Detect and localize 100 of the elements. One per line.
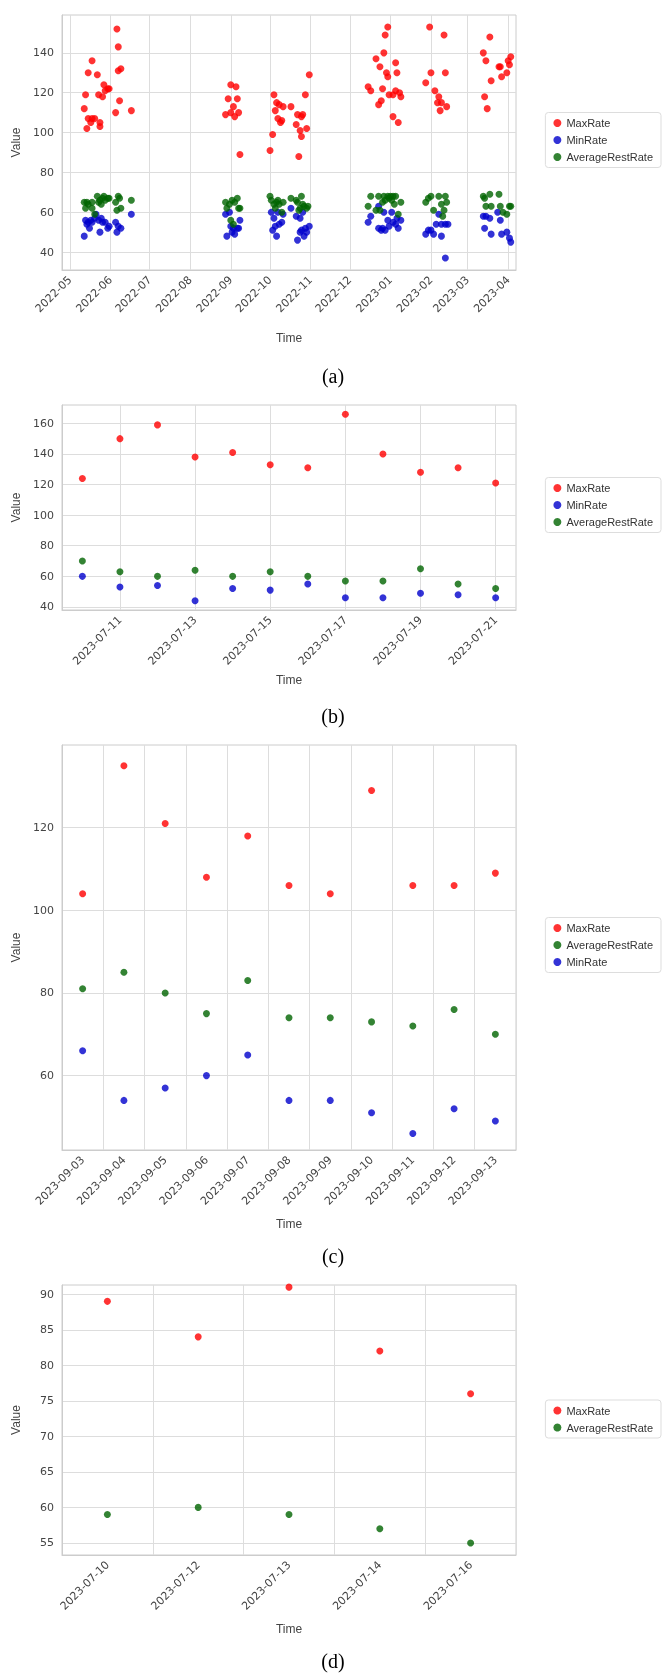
y-tick-label: 40 bbox=[40, 245, 54, 259]
point bbox=[467, 1539, 475, 1547]
y-tick-label: 120 bbox=[33, 86, 54, 100]
point bbox=[285, 1511, 293, 1518]
point bbox=[229, 448, 237, 456]
point bbox=[304, 464, 312, 472]
point bbox=[154, 421, 161, 429]
point bbox=[326, 890, 334, 898]
x-axis-title: Time bbox=[275, 1217, 303, 1231]
point bbox=[341, 594, 349, 602]
point bbox=[266, 586, 274, 594]
point bbox=[467, 1390, 475, 1398]
point bbox=[244, 832, 252, 840]
y-axis-title: Value bbox=[9, 127, 23, 158]
point bbox=[492, 479, 500, 487]
legend-label: MaxRate bbox=[566, 117, 611, 129]
point bbox=[304, 580, 312, 588]
y-tick-label: 80 bbox=[40, 539, 54, 553]
x-axis-title: Time bbox=[275, 1622, 303, 1636]
text: (a) bbox=[321, 365, 345, 388]
legend-label: MinRate bbox=[566, 956, 608, 968]
legend-label: MaxRate bbox=[566, 922, 611, 934]
y-tick-label: 140 bbox=[33, 46, 54, 60]
y-axis-title: Value bbox=[9, 1404, 23, 1435]
point bbox=[194, 1333, 202, 1341]
point bbox=[116, 568, 124, 576]
point bbox=[409, 1129, 417, 1137]
point bbox=[79, 890, 87, 898]
point bbox=[79, 985, 87, 993]
point bbox=[120, 762, 128, 770]
legend-label: AverageRestRate bbox=[566, 939, 653, 951]
y-tick-label: 160 bbox=[33, 416, 54, 430]
y-tick-label: 85 bbox=[40, 1323, 54, 1337]
legend-label: AverageRestRate bbox=[566, 151, 653, 163]
point bbox=[304, 572, 312, 580]
point bbox=[376, 1525, 384, 1533]
y-tick-label: 80 bbox=[40, 986, 54, 1000]
point bbox=[191, 566, 199, 574]
point bbox=[154, 572, 161, 580]
point bbox=[379, 594, 387, 602]
point bbox=[120, 968, 128, 976]
point bbox=[368, 1109, 376, 1117]
point bbox=[194, 1503, 202, 1511]
y-tick-label: 100 bbox=[33, 508, 54, 522]
point bbox=[450, 1005, 458, 1013]
point bbox=[79, 1047, 87, 1055]
point bbox=[285, 1014, 293, 1022]
point bbox=[103, 1297, 111, 1305]
point bbox=[450, 1105, 458, 1113]
point bbox=[417, 565, 424, 573]
legend-label: AverageRestRate bbox=[566, 516, 653, 528]
text: (d) bbox=[321, 1650, 345, 1673]
y-axis-title: Value bbox=[9, 932, 23, 963]
point bbox=[266, 568, 274, 576]
point bbox=[78, 474, 86, 482]
x-axis-title: Time bbox=[275, 673, 303, 688]
point bbox=[244, 1051, 252, 1059]
point bbox=[103, 1511, 111, 1518]
y-tick-label: 80 bbox=[40, 165, 54, 179]
y-tick-label: 120 bbox=[33, 821, 54, 835]
y-axis-title: Value bbox=[9, 492, 23, 523]
y-tick-label: 60 bbox=[40, 205, 54, 219]
point bbox=[376, 1347, 384, 1355]
point bbox=[266, 461, 274, 469]
point bbox=[491, 869, 499, 877]
point bbox=[326, 1014, 334, 1022]
point bbox=[202, 1072, 210, 1080]
x-axis-title: Time bbox=[275, 331, 303, 345]
legend-label: MinRate bbox=[566, 499, 608, 511]
point bbox=[341, 577, 349, 585]
point bbox=[285, 1096, 293, 1104]
y-tick-label: 80 bbox=[40, 1358, 54, 1372]
point bbox=[154, 582, 161, 590]
point bbox=[492, 594, 500, 602]
point bbox=[229, 572, 237, 580]
point bbox=[491, 1117, 499, 1125]
legend-label: AverageRestRate bbox=[566, 1421, 653, 1434]
point bbox=[78, 557, 86, 565]
point bbox=[120, 1096, 128, 1104]
point bbox=[454, 591, 462, 599]
text: (b) bbox=[321, 705, 345, 728]
point bbox=[417, 589, 424, 597]
point bbox=[409, 1022, 417, 1030]
y-tick-label: 100 bbox=[33, 126, 54, 140]
point bbox=[202, 1010, 210, 1018]
legend-label: MaxRate bbox=[566, 1404, 611, 1417]
y-tick-label: 60 bbox=[40, 1069, 54, 1083]
y-tick-label: 100 bbox=[33, 903, 54, 917]
point bbox=[116, 435, 124, 443]
y-tick-label: 140 bbox=[33, 447, 54, 461]
y-tick-label: 70 bbox=[40, 1429, 54, 1443]
point bbox=[454, 464, 462, 472]
point bbox=[491, 1030, 499, 1038]
point bbox=[368, 786, 376, 794]
point bbox=[368, 1018, 376, 1026]
point bbox=[161, 820, 169, 828]
point bbox=[161, 989, 169, 997]
y-tick-label: 55 bbox=[40, 1536, 54, 1550]
point bbox=[326, 1096, 334, 1104]
y-tick-label: 60 bbox=[40, 1500, 54, 1514]
